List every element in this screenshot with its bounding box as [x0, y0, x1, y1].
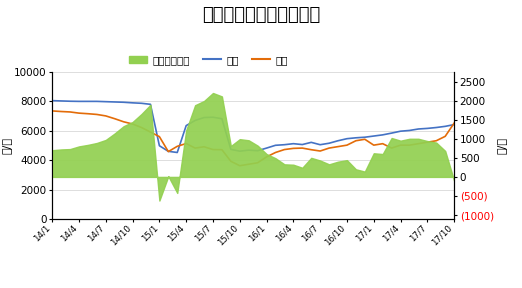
- Text: 山东地炼汽柴油价格走势: 山东地炼汽柴油价格走势: [202, 6, 320, 24]
- Legend: 价差（右轴）, 汽油, 柴油: 价差（右轴）, 汽油, 柴油: [125, 51, 292, 69]
- Y-axis label: 元/吨: 元/吨: [1, 137, 11, 154]
- Y-axis label: 元/吨: 元/吨: [496, 137, 506, 154]
